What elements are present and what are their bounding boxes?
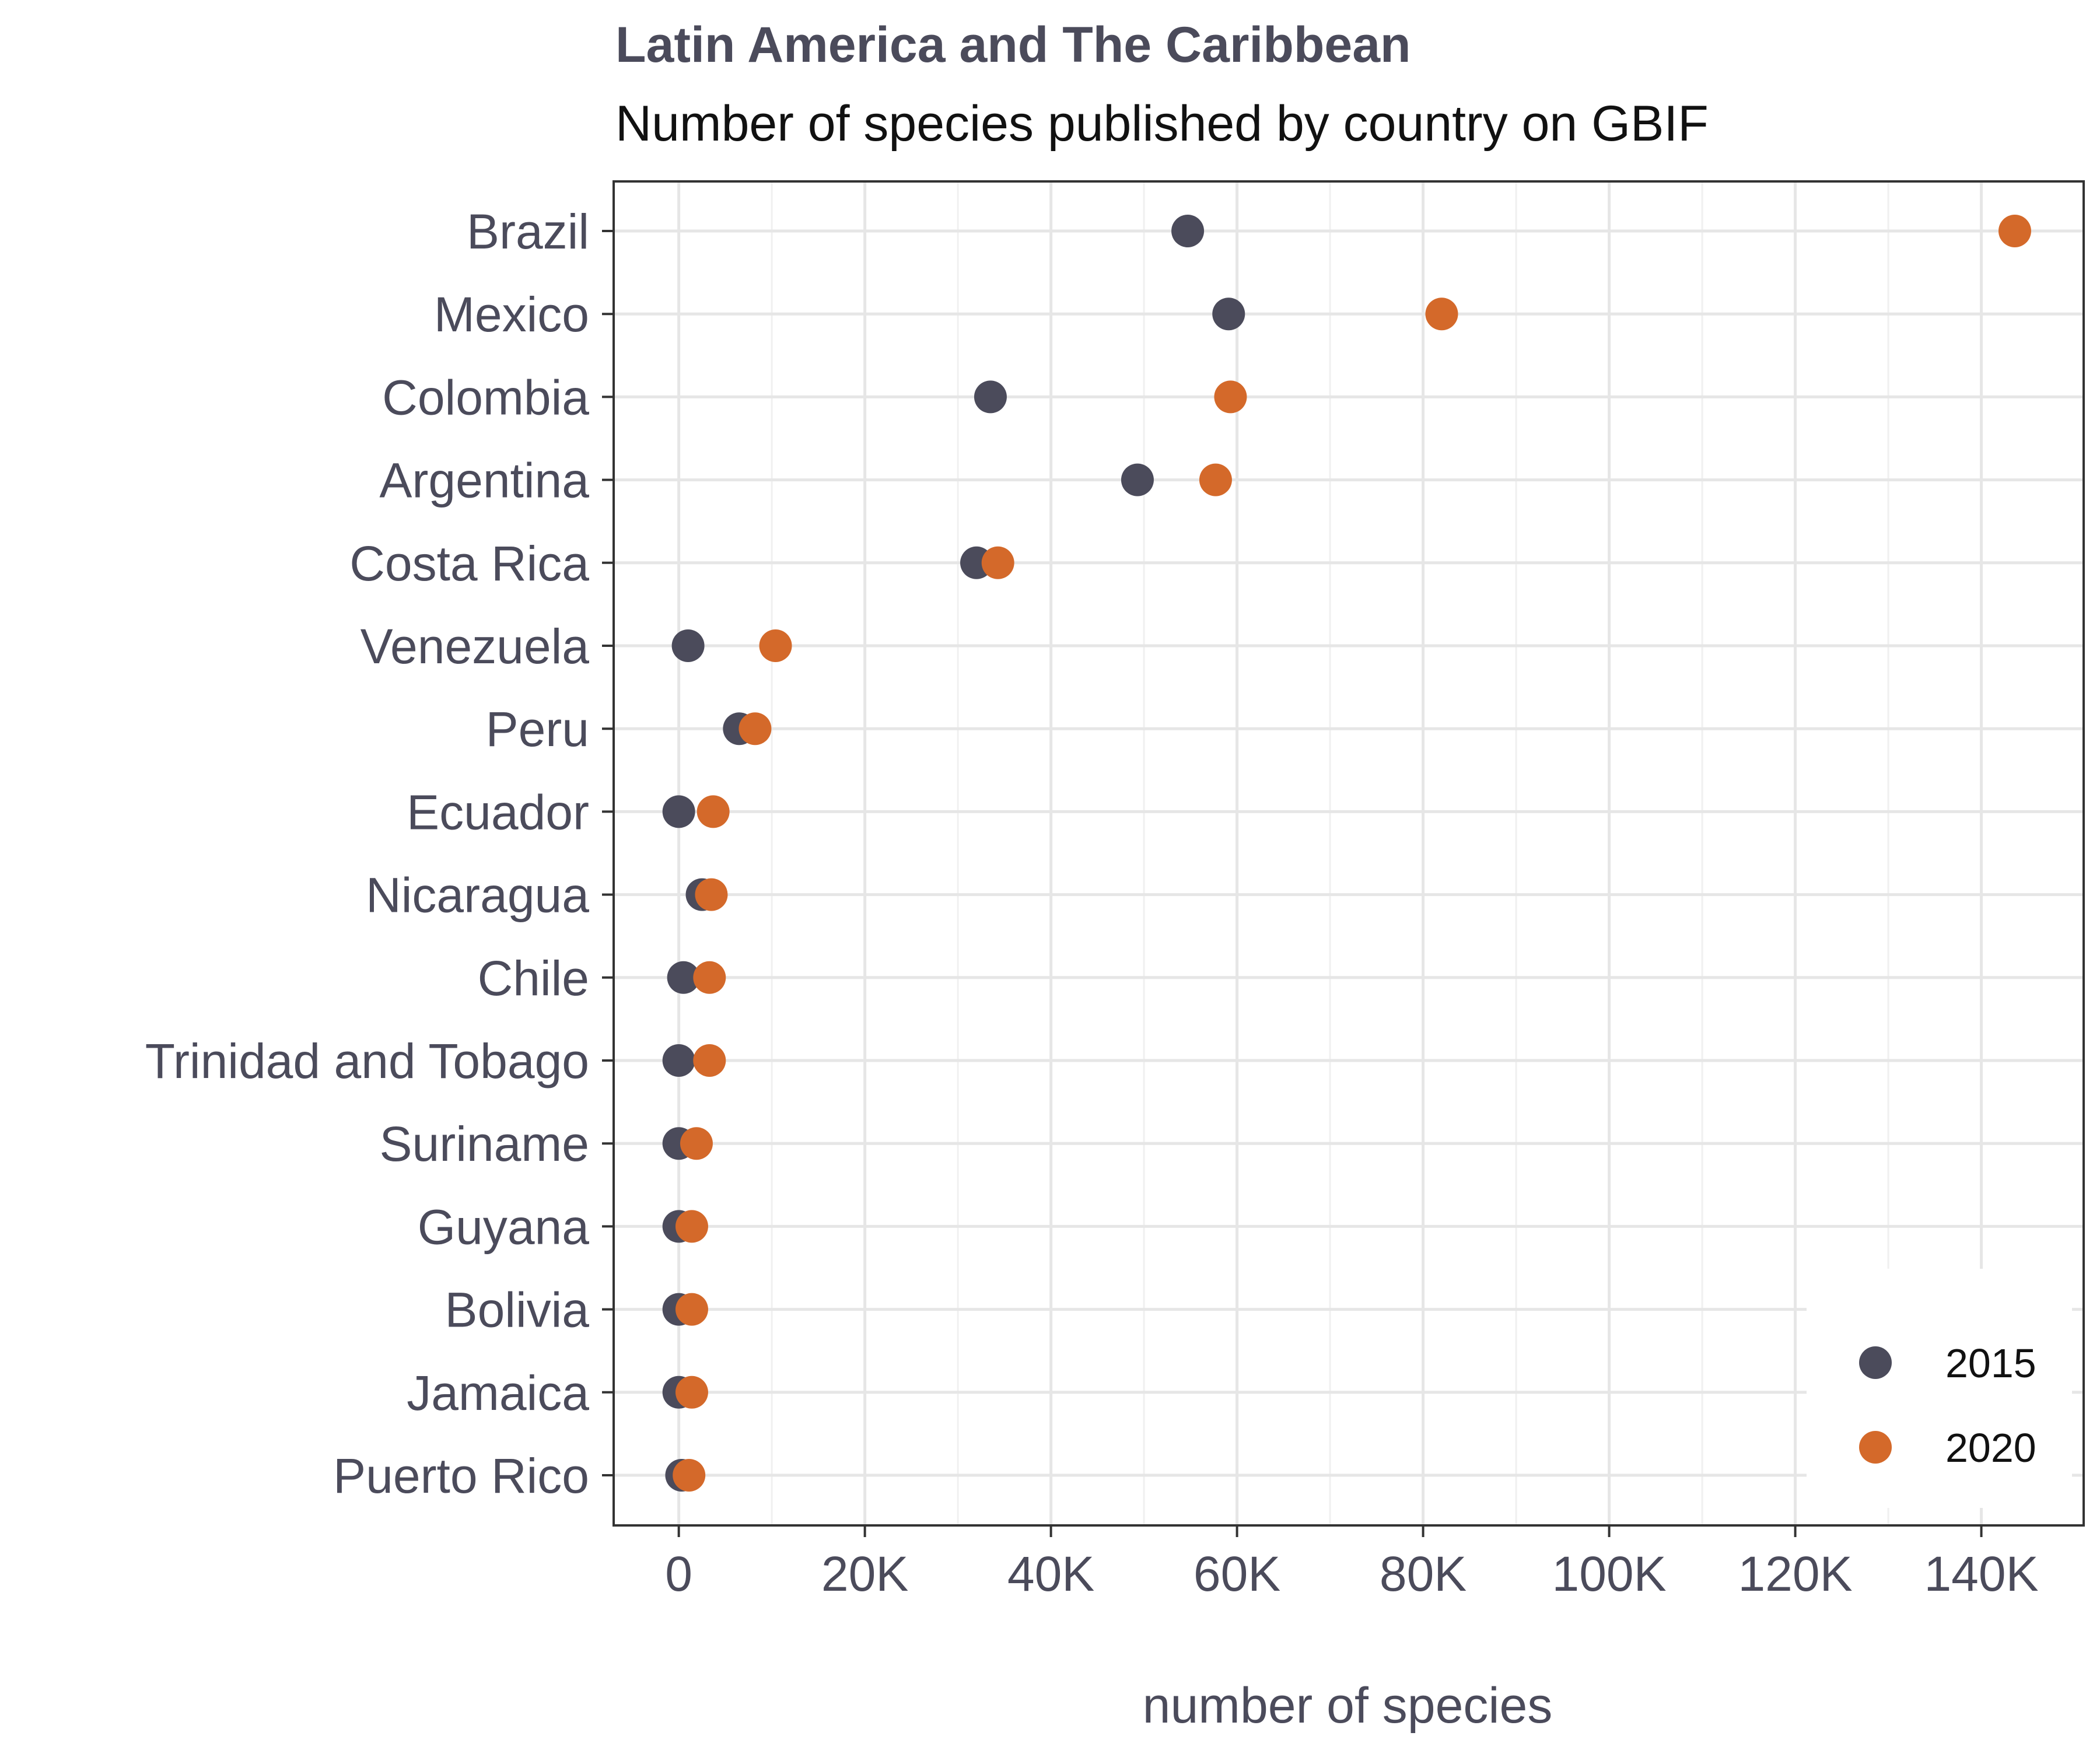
point-2020 — [673, 1459, 706, 1492]
legend: 2015 2020 — [1807, 1269, 2072, 1508]
point-2020 — [696, 795, 730, 828]
point-2020 — [738, 712, 772, 746]
legend-label: 2015 — [1945, 1340, 2036, 1386]
y-tick-label: Argentina — [379, 453, 589, 508]
point-2020 — [981, 546, 1014, 579]
y-tick-label: Peru — [486, 702, 589, 757]
y-tick-label: Chile — [478, 951, 589, 1006]
point-2020 — [759, 629, 792, 662]
point-2015 — [662, 795, 695, 828]
x-tick-label: 60K — [1194, 1546, 1280, 1601]
y-tick-label: Suriname — [379, 1116, 589, 1171]
point-2015 — [667, 961, 700, 994]
y-tick-label: Colombia — [382, 370, 589, 425]
y-tick-label: Nicaragua — [366, 868, 589, 923]
point-2015 — [974, 380, 1007, 414]
chart-title: Latin America and The Caribbean — [615, 17, 1411, 73]
point-2020 — [1998, 215, 2031, 247]
x-tick-label: 140K — [1924, 1546, 2038, 1601]
point-2015 — [1212, 298, 1245, 331]
point-2020 — [1214, 380, 1247, 414]
legend-key-2020 — [1859, 1431, 1892, 1464]
point-2020 — [1425, 298, 1458, 331]
data-points — [662, 215, 2031, 1492]
point-2020 — [675, 1210, 708, 1243]
legend-label: 2020 — [1945, 1425, 2036, 1471]
x-tick-label: 20K — [821, 1546, 908, 1601]
y-tick-label: Puerto Rico — [333, 1448, 589, 1503]
point-2015 — [671, 629, 705, 662]
y-tick-label: Costa Rica — [349, 536, 589, 591]
x-tick-label: 100K — [1552, 1546, 1666, 1601]
point-2020 — [695, 878, 728, 911]
y-tick-label: Brazil — [467, 204, 589, 259]
y-tick-label: Mexico — [434, 287, 589, 342]
point-2020 — [675, 1293, 708, 1326]
point-2015 — [662, 1044, 695, 1077]
point-2020 — [675, 1376, 708, 1409]
point-2020 — [693, 961, 726, 994]
x-tick-label: 120K — [1738, 1546, 1852, 1601]
x-tick-label: 0 — [665, 1546, 692, 1601]
x-axis-title: number of species — [1143, 1678, 1553, 1734]
point-2020 — [1199, 463, 1232, 496]
y-tick-label: Bolivia — [445, 1283, 590, 1338]
y-tick-label: Jamaica — [407, 1366, 589, 1420]
y-tick-label: Ecuador — [407, 785, 589, 839]
point-2015 — [1121, 463, 1154, 496]
legend-box — [1807, 1269, 2072, 1508]
point-2015 — [1171, 215, 1205, 247]
y-tick-label: Venezuela — [360, 619, 590, 674]
plot-border — [612, 180, 2085, 1527]
y-tick-label: Trinidad and Tobago — [145, 1034, 589, 1088]
x-tick-label: 40K — [1007, 1546, 1094, 1601]
axes: Brazil Mexico Colombia Argentina Costa Rica V… — [145, 180, 2085, 1601]
x-tick-label: 80K — [1380, 1546, 1466, 1601]
point-2020 — [693, 1044, 726, 1077]
chart-subtitle: Number of species published by country o… — [615, 96, 1709, 152]
point-2020 — [680, 1127, 713, 1160]
y-tick-label: Guyana — [418, 1199, 589, 1254]
legend-key-2015 — [1859, 1346, 1892, 1379]
